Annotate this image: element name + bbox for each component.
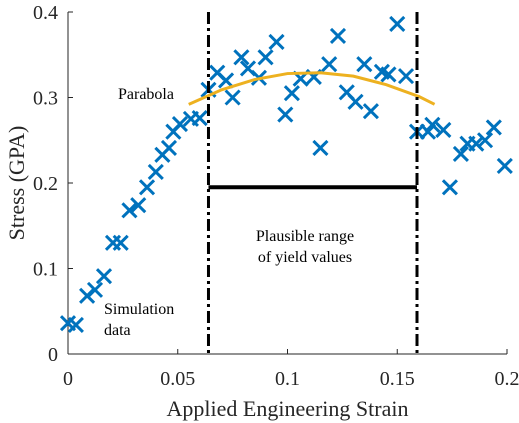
x-axis-label: Applied Engineering Strain	[167, 396, 409, 421]
annotation: Parabola	[118, 86, 174, 103]
x-tick-label: 0.2	[495, 368, 519, 390]
data-point	[95, 268, 113, 285]
x-tick-label: 0.1	[275, 368, 300, 390]
y-axis-label: Stress (GPA)	[4, 126, 29, 241]
data-point	[380, 66, 397, 83]
parabola-line	[188, 71, 436, 106]
data-point	[121, 202, 138, 219]
data-point	[130, 197, 147, 214]
data-point	[435, 121, 452, 139]
annotation: data	[104, 322, 131, 339]
data-point	[312, 139, 329, 157]
data-point	[112, 234, 129, 251]
data-point	[424, 116, 441, 133]
y-tick-label: 0.3	[33, 88, 58, 110]
data-point	[476, 132, 494, 149]
data-point	[67, 316, 84, 333]
data-point	[485, 119, 502, 136]
data-point	[277, 106, 294, 123]
data-point	[268, 33, 285, 50]
x-tick-label: 0.05	[160, 368, 195, 390]
data-point	[329, 27, 347, 45]
y-tick-label: 0.2	[33, 173, 58, 195]
x-tick-label: 0	[63, 368, 73, 390]
data-point	[441, 179, 458, 196]
y-tick-label: 0	[48, 344, 58, 366]
data-point	[160, 139, 178, 157]
data-point	[397, 68, 415, 85]
annotation: Simulation	[104, 301, 174, 318]
data-point	[191, 109, 208, 127]
data-point	[356, 56, 373, 73]
data-point	[347, 93, 364, 110]
data-point	[233, 49, 250, 66]
data-point	[389, 15, 406, 33]
data-point	[147, 163, 164, 180]
x-tick-label: 0.15	[380, 368, 415, 390]
data-point	[283, 85, 300, 102]
data-point	[496, 157, 513, 174]
data-point	[171, 115, 189, 133]
data-point	[224, 89, 241, 106]
data-point	[321, 56, 338, 73]
data-point	[452, 145, 469, 162]
data-point	[86, 281, 104, 298]
data-point	[217, 72, 235, 89]
data-point	[257, 49, 274, 66]
data-point	[362, 103, 379, 120]
annotation: Plausible range	[256, 228, 354, 245]
data-point	[138, 179, 156, 196]
y-tick-label: 0.4	[33, 2, 58, 24]
data-point	[468, 135, 485, 152]
y-tick-label: 0.1	[33, 259, 58, 281]
annotation: of yield values	[258, 249, 352, 266]
